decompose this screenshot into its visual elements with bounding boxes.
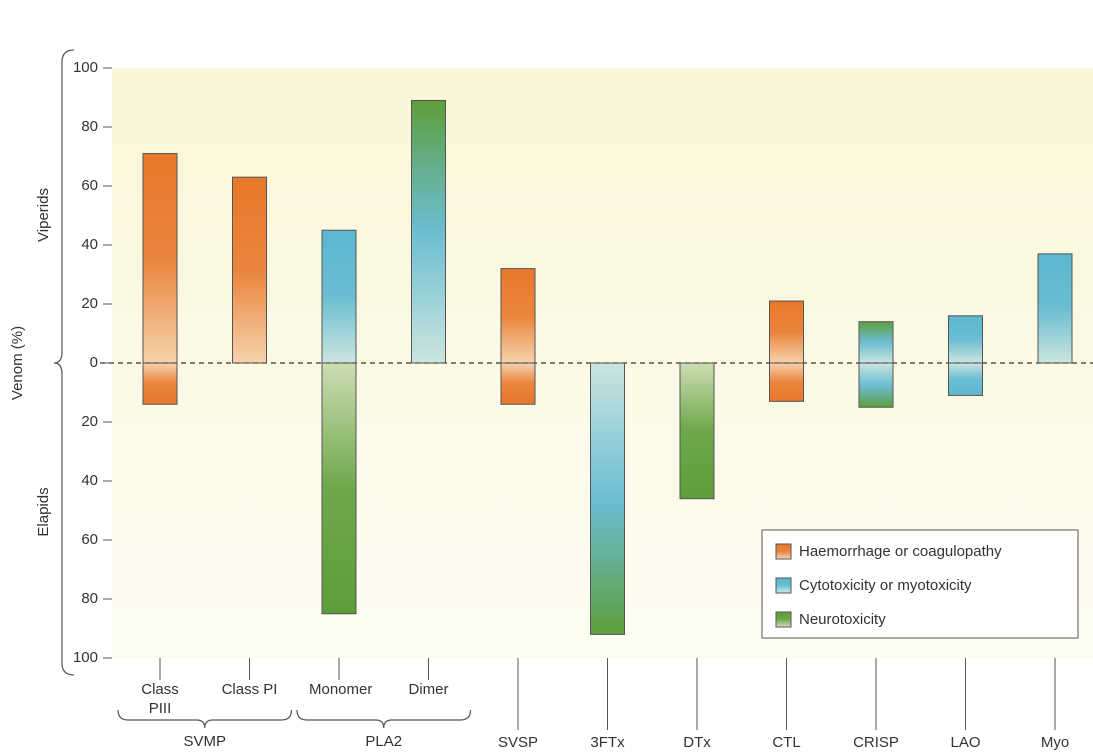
y-tick-label: 0 bbox=[90, 354, 98, 371]
bar bbox=[590, 362, 625, 635]
bar bbox=[321, 362, 357, 615]
bar bbox=[769, 362, 804, 402]
y-tick-label: 80 bbox=[81, 118, 98, 135]
x-tick-label: Class PI bbox=[221, 681, 278, 698]
bar bbox=[1037, 253, 1073, 364]
x-tick-label: Dimer bbox=[408, 681, 449, 698]
bar bbox=[321, 229, 357, 364]
y-tick-label: 20 bbox=[81, 413, 98, 430]
y-tick-label: 40 bbox=[81, 236, 98, 253]
y-tick-label: 20 bbox=[81, 295, 98, 312]
bar bbox=[232, 176, 267, 364]
y-tick-label: 100 bbox=[73, 59, 98, 76]
y-tick-label: 60 bbox=[81, 531, 98, 548]
x-tick-label: CRISP bbox=[853, 734, 899, 751]
x-tick-label: Monomer bbox=[309, 681, 373, 698]
group-brace bbox=[296, 709, 472, 729]
x-tick-label: LAO bbox=[950, 734, 981, 751]
bar bbox=[948, 315, 983, 364]
legend-box bbox=[761, 529, 1079, 639]
x-tick-label: Class PIII bbox=[141, 681, 179, 717]
y-axis-title: Venom (%) bbox=[9, 326, 26, 400]
group-label: SVMP bbox=[183, 733, 226, 750]
x-tick-label: Myo bbox=[1040, 734, 1070, 751]
legend-label: Haemorrhage or coagulopathy bbox=[799, 543, 1002, 560]
group-brace bbox=[117, 709, 293, 729]
bar bbox=[142, 362, 178, 405]
legend-swatch bbox=[775, 577, 792, 594]
bar bbox=[411, 99, 446, 364]
bar bbox=[679, 362, 715, 500]
x-tick-label: SVSP bbox=[497, 734, 539, 751]
axis-brace bbox=[53, 49, 75, 676]
lower-label: Elapids bbox=[35, 487, 52, 536]
legend-swatch bbox=[775, 543, 792, 560]
bar bbox=[769, 300, 804, 364]
bar bbox=[948, 362, 983, 396]
y-tick-label: 40 bbox=[81, 472, 98, 489]
y-tick-label: 100 bbox=[73, 649, 98, 666]
bar bbox=[858, 362, 894, 408]
bar bbox=[500, 362, 536, 405]
legend-label: Cytotoxicity or myotoxicity bbox=[799, 577, 972, 594]
legend-label: Neurotoxicity bbox=[799, 611, 886, 628]
group-label: PLA2 bbox=[365, 733, 402, 750]
y-tick-label: 60 bbox=[81, 177, 98, 194]
legend-swatch bbox=[775, 611, 792, 628]
x-tick-label: 3FTx bbox=[590, 734, 625, 751]
upper-label: Viperids bbox=[35, 188, 52, 242]
bar bbox=[500, 268, 536, 364]
bar bbox=[142, 153, 178, 364]
y-tick-label: 80 bbox=[81, 590, 98, 607]
bar bbox=[858, 321, 894, 364]
x-tick-label: CTL bbox=[772, 734, 801, 751]
x-tick-label: DTx bbox=[683, 734, 711, 751]
